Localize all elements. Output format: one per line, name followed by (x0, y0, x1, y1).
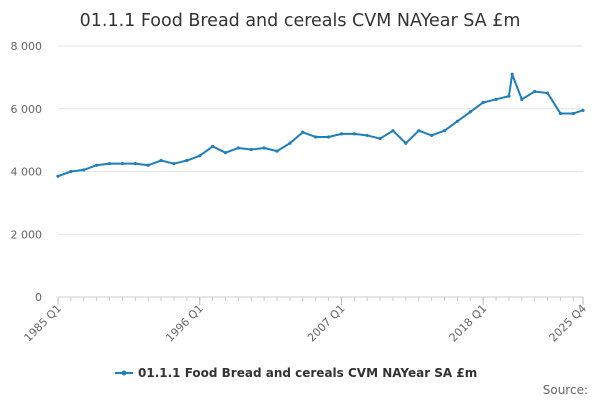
data-point[interactable] (107, 162, 112, 166)
data-point[interactable] (95, 163, 99, 167)
data-point[interactable] (391, 129, 395, 133)
data-point[interactable] (301, 130, 305, 134)
data-point[interactable] (236, 146, 240, 150)
data-point[interactable] (262, 146, 266, 150)
data-point[interactable] (185, 158, 189, 163)
data-point[interactable] (146, 163, 150, 167)
x-tick-label: 1996 Q1 (163, 302, 206, 345)
data-point[interactable] (56, 174, 60, 178)
x-tick-label: 2025 Q4 (547, 302, 590, 345)
data-point[interactable] (468, 110, 472, 114)
data-point[interactable] (223, 151, 228, 155)
data-point[interactable] (520, 97, 524, 101)
data-point[interactable] (404, 141, 408, 145)
data-point[interactable] (417, 129, 421, 133)
data-point[interactable] (571, 111, 575, 116)
data-point[interactable] (352, 132, 356, 136)
source-label: Source: (543, 383, 588, 397)
data-point[interactable] (69, 169, 73, 174)
data-point[interactable] (211, 144, 215, 148)
data-point[interactable] (545, 91, 550, 95)
legend-label: 01.1.1 Food Bread and cereals CVM NAYear… (138, 366, 477, 380)
data-point[interactable] (533, 89, 537, 94)
y-tick-label: 8 000 (11, 40, 43, 53)
x-tick-label: 1985 Q1 (22, 302, 65, 345)
data-point[interactable] (159, 158, 163, 163)
data-point[interactable] (510, 72, 514, 76)
data-point[interactable] (507, 94, 511, 98)
data-point[interactable] (494, 97, 498, 101)
data-point[interactable] (581, 108, 585, 112)
data-point[interactable] (120, 162, 125, 166)
data-point[interactable] (198, 154, 202, 158)
data-point[interactable] (133, 162, 137, 166)
y-tick-label: 0 (35, 291, 42, 304)
y-tick-label: 6 000 (11, 103, 43, 116)
data-point[interactable] (365, 133, 369, 138)
series-line (57, 73, 584, 178)
legend[interactable]: 01.1.1 Food Bread and cereals CVM NAYear… (115, 366, 477, 380)
x-tick-label: 2007 Q1 (305, 302, 348, 345)
legend-marker-icon (121, 370, 127, 376)
data-point[interactable] (455, 119, 459, 123)
data-point[interactable] (314, 135, 318, 139)
data-point[interactable] (430, 133, 434, 138)
y-tick-label: 4 000 (11, 166, 43, 179)
data-point[interactable] (481, 100, 485, 105)
data-point[interactable] (172, 162, 176, 166)
y-axis-ticks: 0 2 000 4 000 6 000 8 000 (11, 40, 43, 304)
x-axis-ticks: 1985 Q1 1996 Q1 2007 Q1 2018 Q1 2025 Q4 (22, 297, 590, 345)
gridlines (58, 45, 583, 235)
data-point[interactable] (288, 141, 292, 145)
data-point[interactable] (249, 147, 253, 152)
x-tick-label: 2018 Q1 (447, 302, 490, 345)
series-points (56, 72, 585, 178)
data-point[interactable] (275, 149, 279, 153)
data-point[interactable] (326, 135, 331, 139)
data-point[interactable] (558, 111, 563, 116)
data-point[interactable] (378, 136, 382, 141)
chart-title: 01.1.1 Food Bread and cereals CVM NAYear… (80, 11, 521, 31)
y-tick-label: 2 000 (11, 228, 43, 241)
data-point[interactable] (339, 132, 344, 136)
data-point[interactable] (442, 129, 447, 133)
data-point[interactable] (82, 168, 86, 172)
